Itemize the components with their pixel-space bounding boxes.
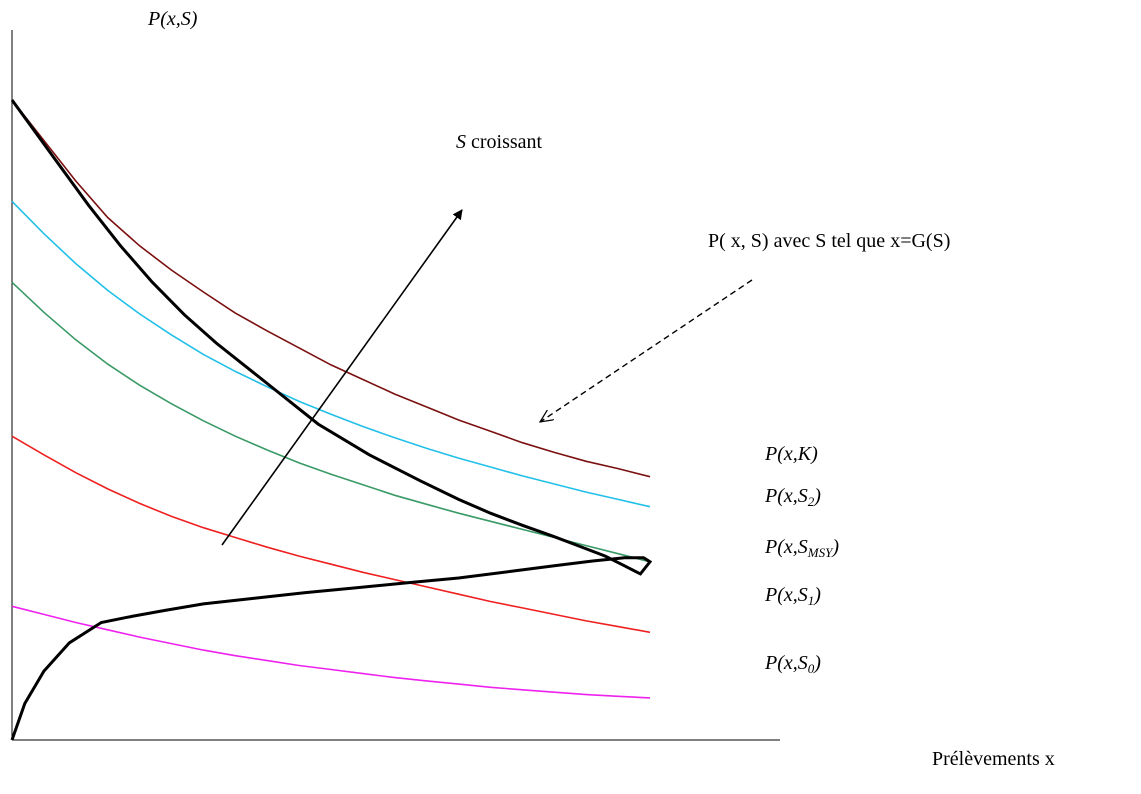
curve-label-0: P(x,K) — [765, 443, 818, 466]
curve-label-base: P(x,S — [765, 652, 808, 674]
y-axis-label: P(x,S) — [148, 8, 198, 30]
arrow-annotation-var: S — [456, 131, 466, 153]
curve-label-tail: ) — [814, 652, 821, 674]
axes — [11, 30, 780, 741]
series-line-3 — [11, 435, 651, 634]
envelope-annotation-label: P( x, S) avec S tel que x=G(S) — [708, 230, 951, 252]
curve-label-4: P(x,S0) — [765, 652, 821, 677]
curve-label-base: P(x,S — [765, 485, 808, 507]
curve-label-subscript: MSY — [807, 545, 833, 560]
arrow-annotation-text: croissant — [466, 131, 543, 153]
curve-label-tail: ) — [814, 485, 821, 507]
envelope-pointer-arrow — [540, 279, 753, 422]
curve-label-subscript: 2 — [807, 494, 815, 509]
series-line-0 — [11, 99, 651, 478]
increasing-s-arrow — [221, 209, 463, 546]
annotations — [221, 209, 753, 546]
curve-label-tail: ) — [814, 584, 821, 606]
curve-label-base: P(x,K — [765, 443, 812, 465]
curve-label-tail: ) — [811, 443, 818, 465]
curve-label-subscript: 0 — [807, 661, 815, 676]
x-axis-label: Prélèvements x — [932, 748, 1055, 770]
envelope-line — [10, 99, 653, 741]
curve-label-3: P(x,S1) — [765, 584, 821, 609]
curve-label-tail: ) — [832, 536, 839, 558]
series-line-1 — [11, 200, 651, 508]
curves — [10, 99, 653, 741]
arrow-annotation-label: S croissant — [456, 131, 542, 154]
curve-label-2: P(x,SMSY) — [765, 536, 839, 561]
curve-label-base: P(x,S — [765, 536, 808, 558]
series-line-4 — [11, 605, 651, 699]
curve-label-1: P(x,S2) — [765, 485, 821, 510]
curve-label-subscript: 1 — [807, 593, 815, 608]
series-line-2 — [11, 281, 651, 563]
curve-label-base: P(x,S — [765, 584, 808, 606]
